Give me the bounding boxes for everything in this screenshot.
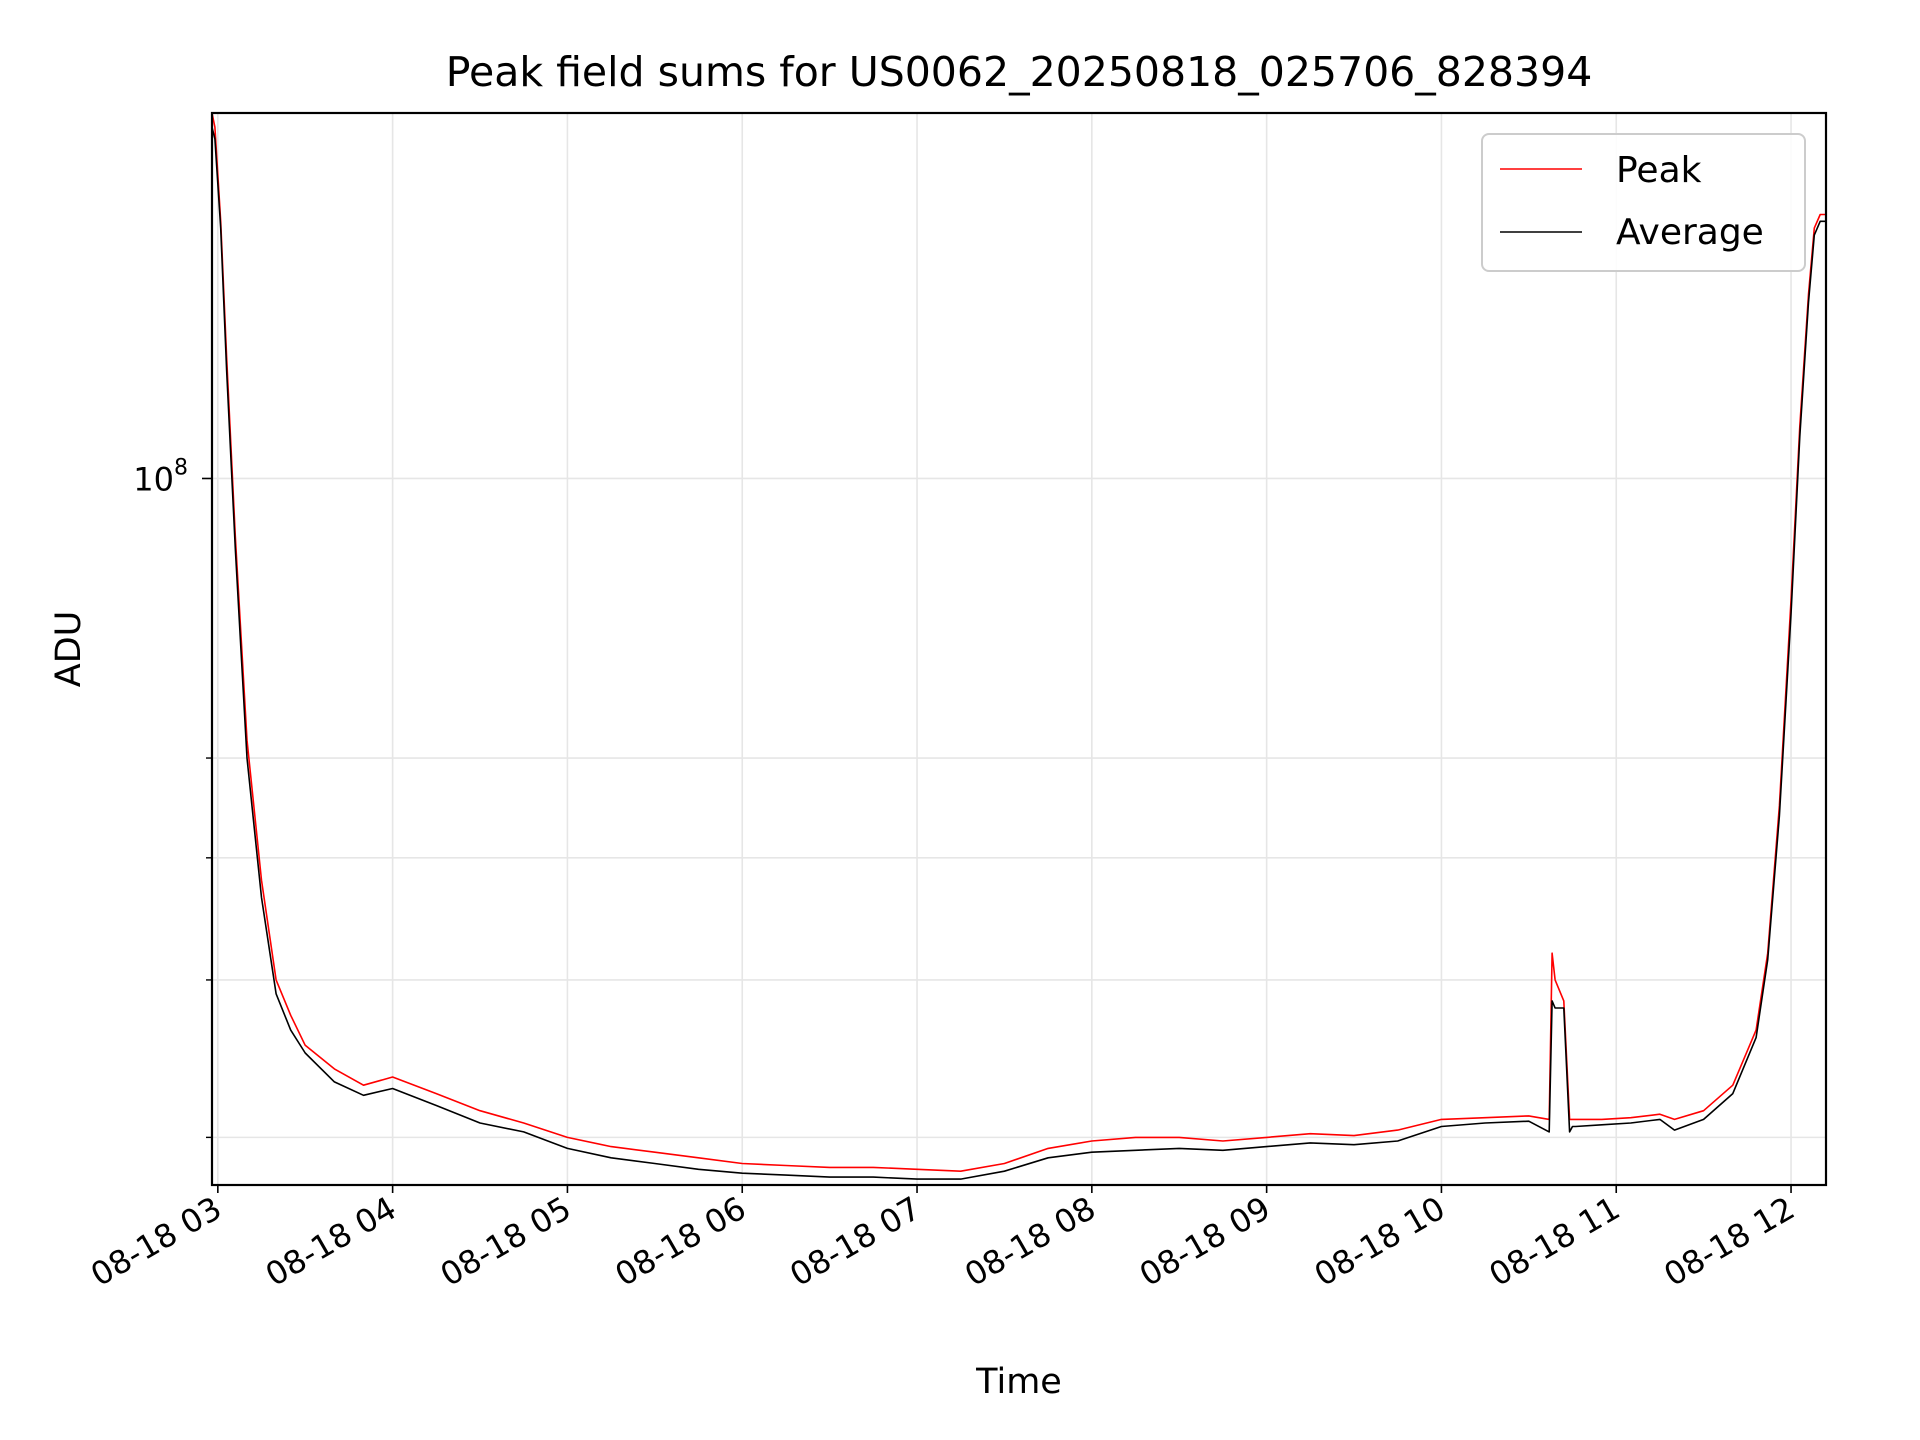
y-axis-label: ADU [49,611,89,688]
legend-label-average: Average [1616,212,1764,253]
series-line-average [211,127,1826,1180]
grid [212,113,1826,1185]
series-line-peak [211,112,1826,1172]
x-axis-label: Time [975,1362,1062,1402]
series-lines [211,112,1826,1180]
chart-title: Peak field sums for US0062_20250818_0257… [446,48,1593,96]
legend: Peak Average [1481,133,1806,272]
plot-frame [210,111,1828,1187]
legend-label-peak: Peak [1616,150,1702,191]
